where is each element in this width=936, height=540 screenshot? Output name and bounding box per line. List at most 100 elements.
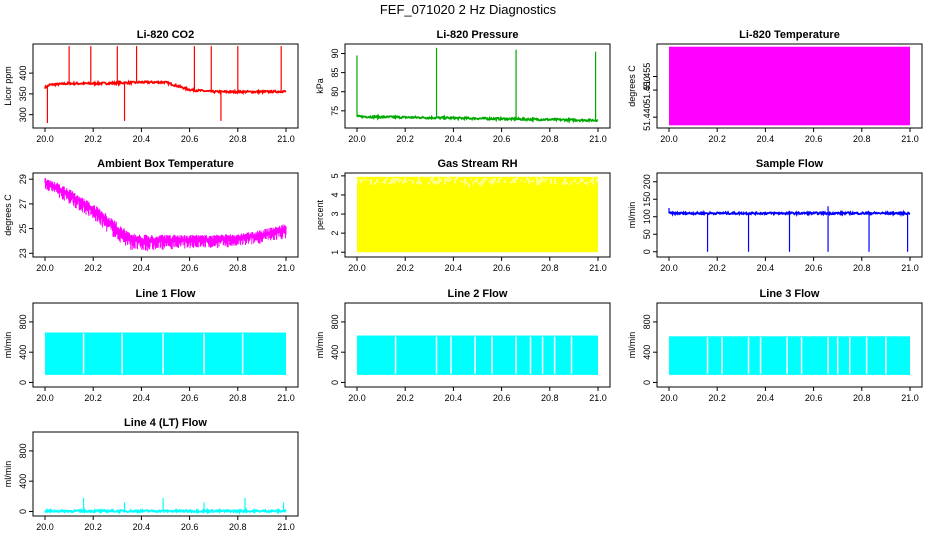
x-tick-label: 20.6 bbox=[181, 134, 199, 144]
x-tick-label: 21.0 bbox=[901, 263, 919, 273]
x-tick-label: 20.2 bbox=[84, 393, 102, 403]
y-axis-label: ml/min bbox=[627, 202, 637, 229]
y-axis-label: degrees C bbox=[3, 194, 13, 236]
x-tick-label: 20.4 bbox=[133, 134, 151, 144]
y-axis-label: degrees C bbox=[627, 65, 637, 107]
panel-title: Line 4 (LT) Flow bbox=[124, 417, 207, 429]
x-tick-label: 20.4 bbox=[133, 263, 151, 273]
series-line bbox=[44, 178, 287, 252]
y-tick-label: 51.450 bbox=[642, 76, 652, 104]
x-tick-label: 20.8 bbox=[853, 393, 871, 403]
x-tick-label: 20.8 bbox=[853, 263, 871, 273]
x-tick-label: 21.0 bbox=[589, 134, 607, 144]
panel-title: Line 3 Flow bbox=[760, 288, 820, 300]
series-line bbox=[44, 507, 287, 515]
x-tick-label: 21.0 bbox=[901, 393, 919, 403]
y-tick-label: 90 bbox=[330, 49, 340, 59]
x-tick-label: 21.0 bbox=[277, 263, 295, 273]
panel-2: Li-820 Pressure kPa 20.0 20.2 20.4 20.6 20.8 21… bbox=[315, 29, 611, 144]
x-tick-label: 20.0 bbox=[348, 263, 366, 273]
x-tick-label: 20.6 bbox=[181, 263, 199, 273]
y-tick-label: 0 bbox=[330, 380, 340, 385]
y-tick-label: 800 bbox=[18, 314, 28, 329]
x-tick-label: 21.0 bbox=[277, 393, 295, 403]
plot-frame bbox=[344, 302, 611, 388]
x-tick-label: 20.6 bbox=[805, 263, 823, 273]
y-tick-label: 400 bbox=[642, 345, 652, 360]
x-tick-label: 20.4 bbox=[757, 393, 775, 403]
y-tick-label: 51.440 bbox=[642, 103, 652, 131]
x-tick-label: 20.4 bbox=[757, 134, 775, 144]
panel-title: Li-820 Pressure bbox=[437, 29, 519, 41]
panel-title: Li-820 Temperature bbox=[739, 29, 840, 41]
y-tick-label: 800 bbox=[330, 314, 340, 329]
y-tick-label: 200 bbox=[642, 174, 652, 189]
y-tick-label: 5 bbox=[330, 173, 340, 178]
data-layer bbox=[44, 46, 287, 124]
y-tick-label: 0 bbox=[642, 380, 652, 385]
y-tick-label: 100 bbox=[642, 209, 652, 224]
x-tick-label: 21.0 bbox=[589, 263, 607, 273]
x-tick-label: 20.8 bbox=[541, 393, 559, 403]
data-layer bbox=[357, 335, 598, 375]
x-tick-label: 20.8 bbox=[229, 263, 247, 273]
y-tick-label: 27 bbox=[18, 199, 28, 209]
y-tick-label: 50 bbox=[642, 229, 652, 239]
x-tick-label: 20.2 bbox=[396, 263, 414, 273]
y-tick-label: 300 bbox=[18, 107, 28, 122]
x-tick-label: 20.4 bbox=[133, 522, 151, 532]
plot-frame bbox=[32, 43, 299, 129]
data-band bbox=[669, 46, 910, 126]
y-tick-label: 400 bbox=[18, 66, 28, 81]
panel-3: Li-820 Temperature degrees C 20.0 20.2 20.4 2… bbox=[627, 29, 923, 144]
y-tick-label: 4 bbox=[330, 192, 340, 197]
x-tick-label: 20.4 bbox=[445, 263, 463, 273]
y-axis-label: percent bbox=[315, 199, 325, 230]
plot-frame bbox=[656, 43, 923, 129]
x-tick-label: 20.8 bbox=[229, 522, 247, 532]
plot-frame bbox=[656, 172, 923, 258]
x-tick-label: 20.2 bbox=[708, 393, 726, 403]
panel-title: Line 2 Flow bbox=[448, 288, 508, 300]
x-tick-label: 20.2 bbox=[708, 134, 726, 144]
y-axis-label: kPa bbox=[315, 78, 325, 94]
y-tick-label: 25 bbox=[18, 224, 28, 234]
x-tick-label: 20.8 bbox=[541, 134, 559, 144]
x-tick-label: 20.4 bbox=[445, 393, 463, 403]
x-tick-label: 20.0 bbox=[36, 134, 54, 144]
x-tick-label: 20.6 bbox=[493, 134, 511, 144]
y-axis-label: ml/min bbox=[627, 332, 637, 359]
y-tick-label: 400 bbox=[18, 345, 28, 360]
x-tick-label: 20.6 bbox=[805, 393, 823, 403]
y-axis-label: ml/min bbox=[3, 332, 13, 359]
x-tick-label: 20.2 bbox=[84, 263, 102, 273]
plot-frame bbox=[344, 43, 611, 129]
y-tick-label: 23 bbox=[18, 248, 28, 258]
x-tick-label: 20.6 bbox=[493, 393, 511, 403]
plot-frame bbox=[656, 302, 923, 388]
x-tick-label: 20.4 bbox=[757, 263, 775, 273]
plot-frame bbox=[344, 172, 611, 258]
plot-frame bbox=[32, 431, 299, 517]
data-layer bbox=[669, 336, 910, 375]
data-layer bbox=[669, 46, 910, 126]
x-tick-label: 20.0 bbox=[660, 393, 678, 403]
y-tick-label: 400 bbox=[330, 345, 340, 360]
x-tick-label: 20.2 bbox=[396, 393, 414, 403]
x-tick-label: 20.2 bbox=[396, 134, 414, 144]
x-tick-label: 20.0 bbox=[660, 263, 678, 273]
x-tick-label: 21.0 bbox=[277, 522, 295, 532]
x-tick-label: 20.4 bbox=[133, 393, 151, 403]
x-tick-label: 20.2 bbox=[708, 263, 726, 273]
panel-title: Li-820 CO2 bbox=[137, 29, 194, 41]
panel-1: Li-820 CO2 Licor ppm 20.0 20.2 20.4 20.6 20.8 2… bbox=[3, 29, 299, 144]
plot-frame bbox=[32, 172, 299, 258]
y-tick-label: 0 bbox=[18, 380, 28, 385]
x-tick-label: 20.0 bbox=[36, 393, 54, 403]
series-line bbox=[356, 113, 599, 124]
y-tick-label: 29 bbox=[18, 174, 28, 184]
data-layer bbox=[45, 332, 286, 375]
data-layer bbox=[668, 206, 911, 252]
x-tick-label: 20.6 bbox=[181, 522, 199, 532]
x-tick-label: 20.8 bbox=[229, 393, 247, 403]
